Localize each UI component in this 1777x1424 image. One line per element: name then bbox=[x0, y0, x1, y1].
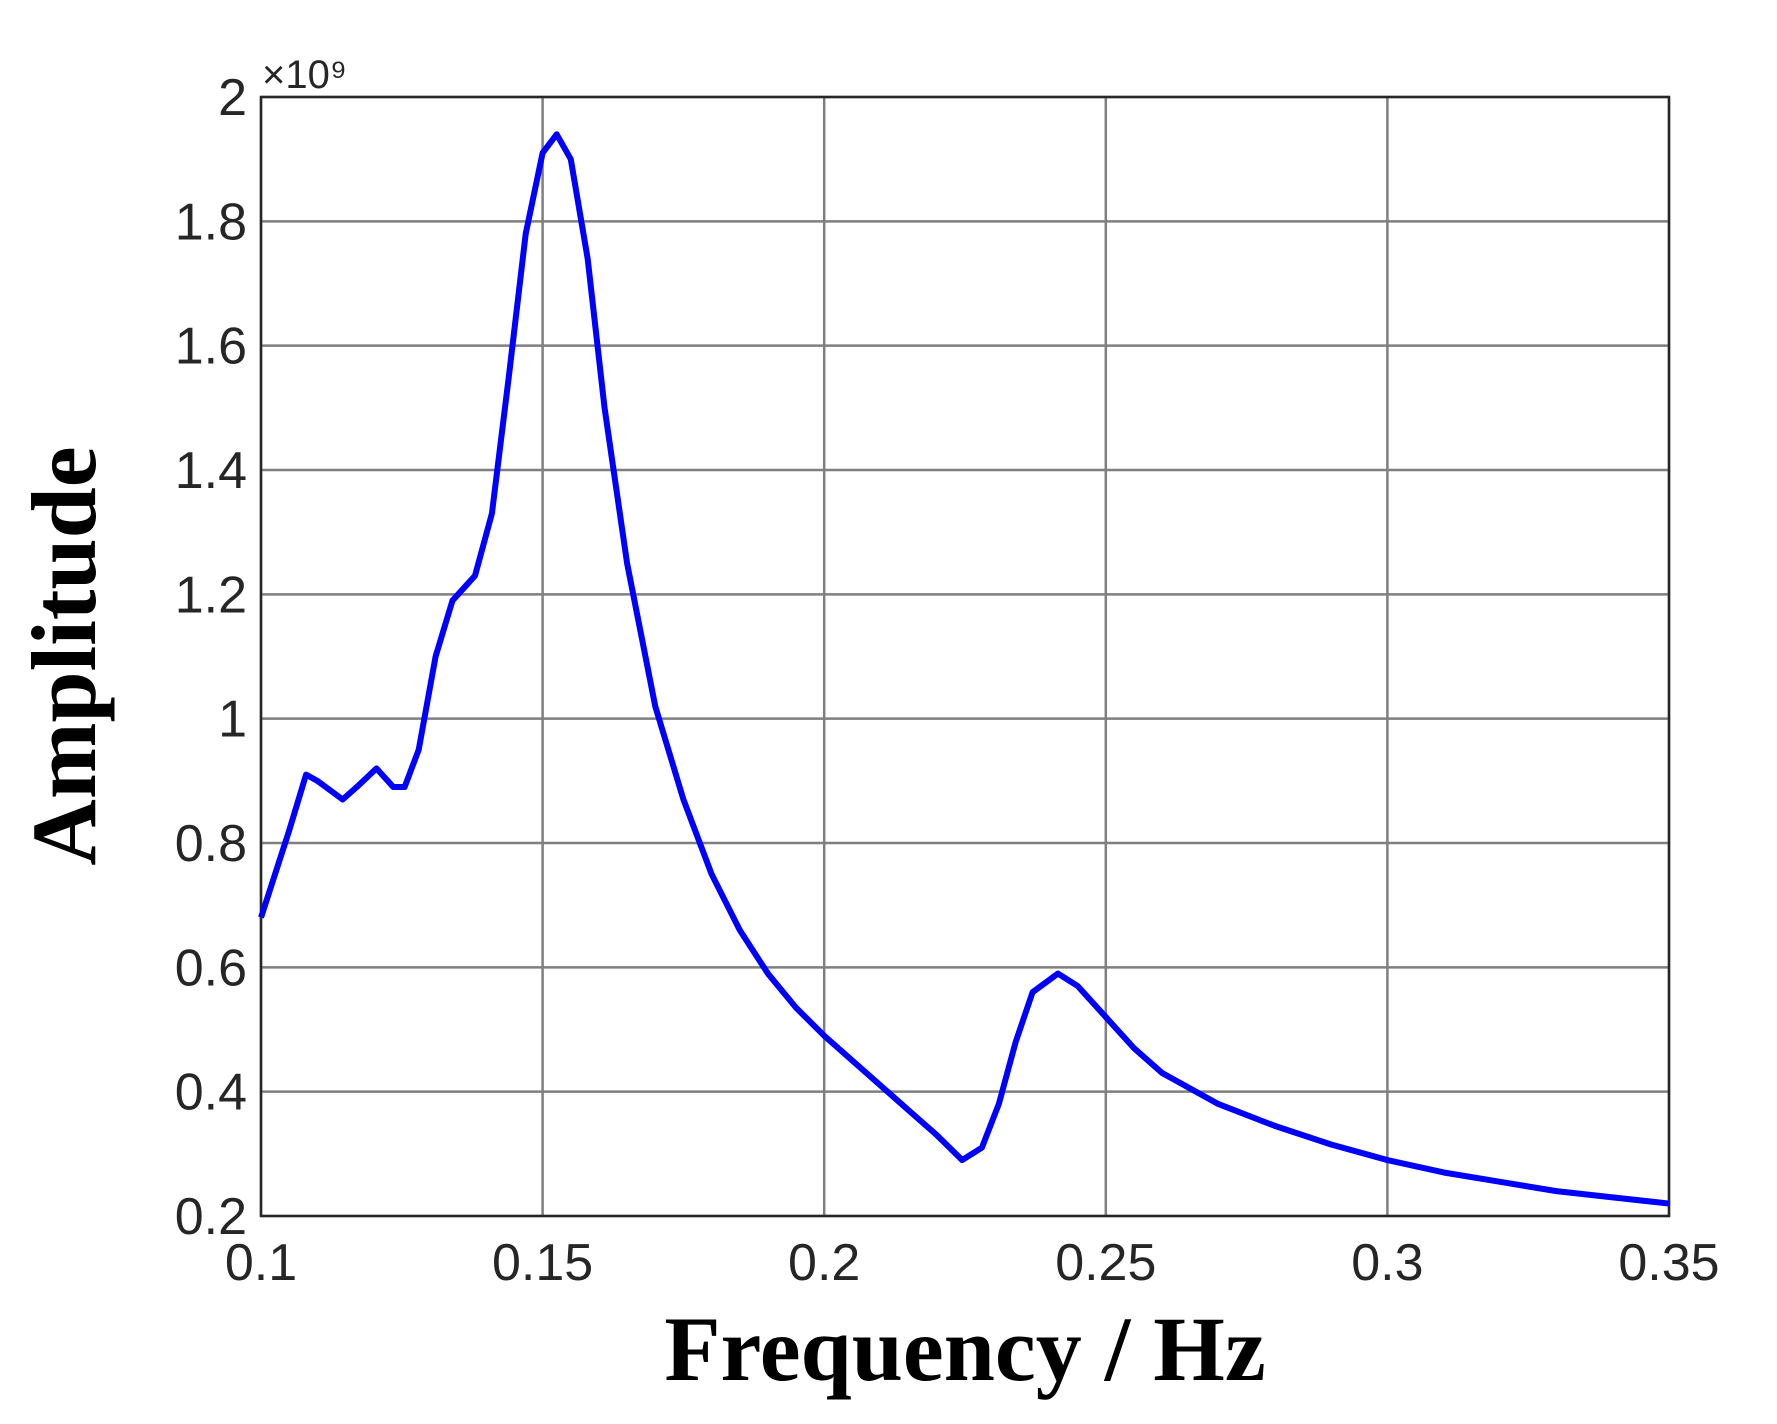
x-tick-label: 0.35 bbox=[1618, 1234, 1719, 1292]
x-tick-label: 0.1 bbox=[225, 1234, 297, 1292]
x-axis-label: Frequency / Hz bbox=[664, 1298, 1265, 1400]
y-tick-label: 0.2 bbox=[175, 1188, 247, 1246]
y-tick-label: 0.4 bbox=[175, 1064, 247, 1122]
data-line bbox=[258, 131, 1670, 1207]
y-tick-label: 2 bbox=[218, 69, 247, 127]
y-tick-label: 1.8 bbox=[175, 193, 247, 251]
y-tick-label: 0.6 bbox=[175, 939, 247, 997]
y-tick-label: 1.2 bbox=[175, 566, 247, 624]
x-tick-label: 0.15 bbox=[492, 1234, 593, 1292]
y-tick-label: 1 bbox=[218, 691, 247, 749]
x-tick-label: 0.25 bbox=[1055, 1234, 1156, 1292]
y-multiplier: ×10⁹ bbox=[262, 53, 347, 97]
x-tick-label: 0.2 bbox=[788, 1234, 860, 1292]
y-tick-label: 1.4 bbox=[175, 442, 247, 500]
x-tick-label: 0.3 bbox=[1351, 1234, 1423, 1292]
y-tick-label: 0.8 bbox=[175, 815, 247, 873]
y-axis-label: Amplitude bbox=[13, 446, 115, 865]
plot-frame bbox=[259, 95, 1671, 1218]
y-tick-label: 1.6 bbox=[175, 318, 247, 376]
